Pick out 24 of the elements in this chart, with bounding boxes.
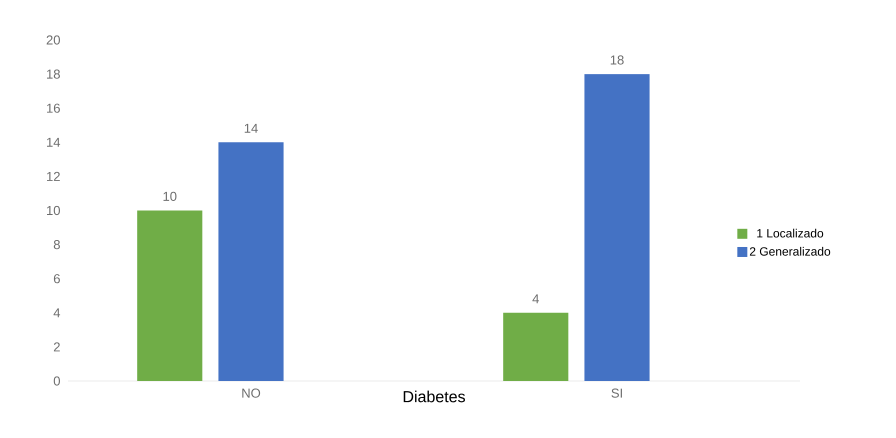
y-tick-label: 0 [54,376,60,386]
x-tick-label: NO [242,388,260,398]
data-label: 4 [532,294,539,304]
y-tick-label: 14 [47,138,60,147]
y-tick-label: 2 [54,342,60,352]
y-tick-label: 20 [46,35,60,45]
legend-label: 1 Localizado [757,228,824,238]
bar [503,312,568,381]
y-tick-label: 4 [54,308,60,318]
x-axis-title: Diabetes [404,390,465,402]
legend-label: 2 Generalizado [750,246,830,256]
y-tick-label: 18 [47,69,60,79]
y-tick-label: 8 [54,240,60,250]
data-label: 10 [164,192,176,201]
data-label: 18 [610,55,624,65]
y-tick-label: 10 [47,206,60,216]
data-label: 14 [244,124,258,133]
x-tick-label: SI [611,388,622,398]
bar [584,74,650,381]
y-tick-label: 12 [47,172,60,181]
bar [137,210,202,381]
y-tick-label: 6 [54,274,60,284]
bar [218,142,284,381]
y-tick-label: 16 [47,104,60,113]
